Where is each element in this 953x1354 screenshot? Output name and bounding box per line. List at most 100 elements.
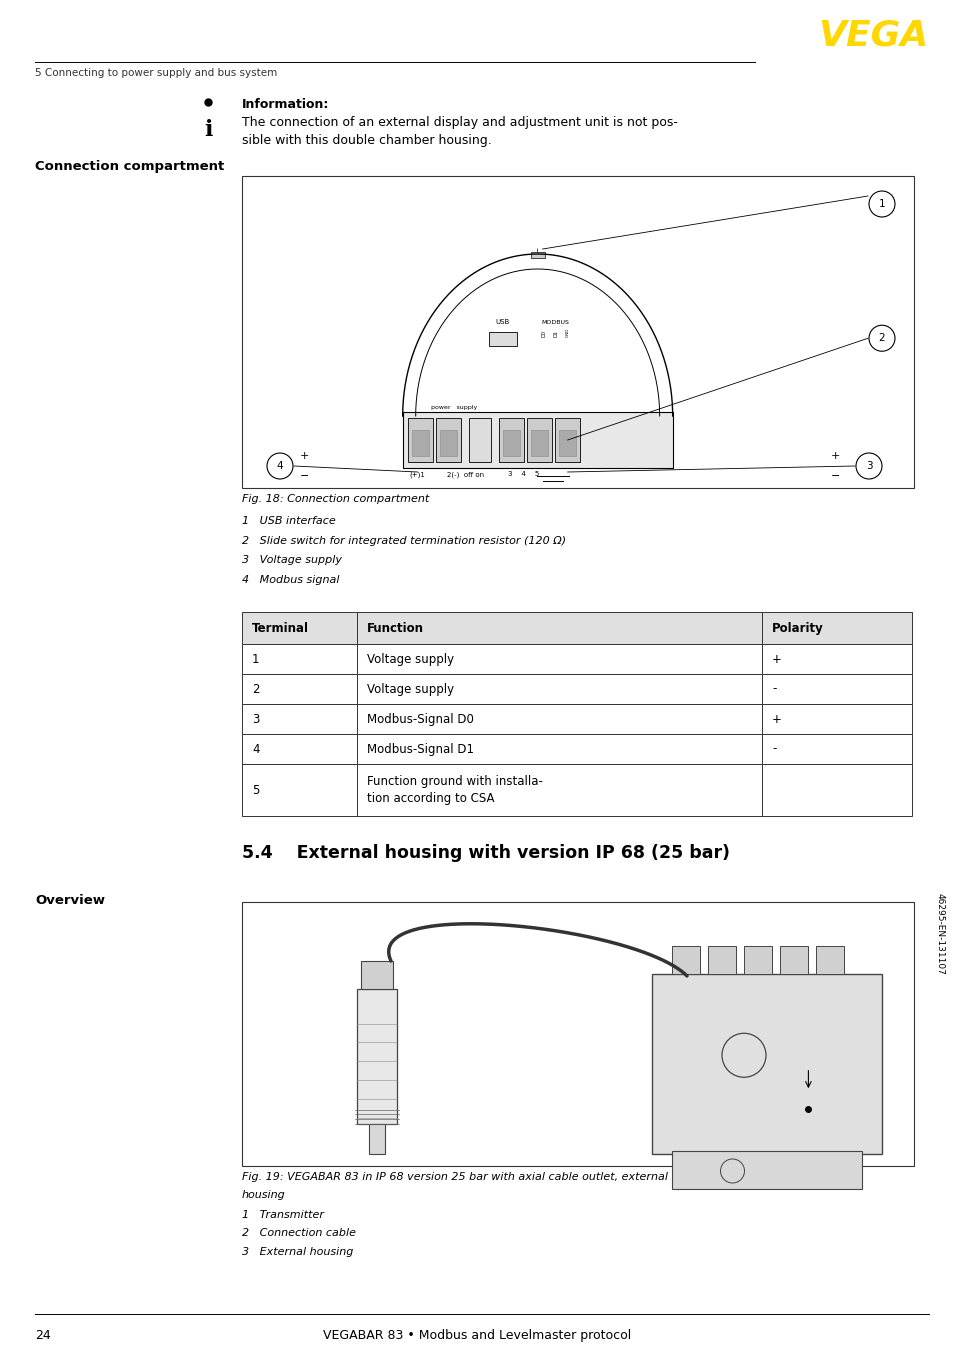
Bar [412, 431, 428, 456]
Bar [468, 418, 490, 462]
Bar [369, 1124, 385, 1154]
Text: 46295-EN-131107: 46295-EN-131107 [935, 894, 943, 975]
Bar [356, 645, 761, 674]
Text: Connection compartment: Connection compartment [35, 160, 224, 173]
Bar [356, 674, 761, 704]
Text: 5 Connecting to power supply and bus system: 5 Connecting to power supply and bus sys… [35, 68, 277, 79]
Text: 4: 4 [252, 742, 259, 756]
Text: i: i [204, 119, 212, 141]
Bar [780, 946, 807, 975]
Text: −: − [299, 471, 309, 481]
Bar [242, 902, 913, 1166]
Bar [743, 946, 771, 975]
Bar [407, 418, 433, 462]
Bar [242, 704, 356, 734]
Text: +: + [771, 712, 781, 726]
Text: 4   Modbus signal: 4 Modbus signal [242, 574, 339, 585]
Text: 2: 2 [878, 333, 884, 344]
Text: 3    4    5: 3 4 5 [507, 471, 538, 477]
Bar [242, 764, 356, 816]
Bar [356, 764, 761, 816]
Text: 4: 4 [276, 460, 283, 471]
Bar [530, 431, 547, 456]
Text: 3   External housing: 3 External housing [242, 1247, 353, 1257]
Bar [761, 734, 911, 764]
Bar [651, 975, 882, 1154]
Bar [242, 176, 913, 487]
Text: VEGABAR 83 • Modbus and Levelmaster protocol: VEGABAR 83 • Modbus and Levelmaster prot… [322, 1330, 631, 1342]
Text: Polarity: Polarity [771, 621, 822, 635]
Bar [356, 704, 761, 734]
Text: 2   Connection cable: 2 Connection cable [242, 1228, 355, 1239]
Text: −: − [830, 471, 840, 481]
Bar [761, 764, 911, 816]
Text: Modbus-Signal D1: Modbus-Signal D1 [367, 742, 474, 756]
Bar [402, 412, 672, 468]
Bar [356, 734, 761, 764]
Bar [242, 612, 356, 645]
Text: Information:: Information: [242, 97, 329, 111]
Text: power   supply: power supply [430, 405, 476, 410]
Bar [242, 645, 356, 674]
Text: +: + [299, 451, 309, 460]
Text: 1   Transmitter: 1 Transmitter [242, 1210, 324, 1220]
Bar [356, 988, 396, 1124]
Text: Fig. 19: VEGABAR 83 in IP 68 version 25 bar with axial cable outlet, external: Fig. 19: VEGABAR 83 in IP 68 version 25 … [242, 1173, 667, 1182]
Text: Voltage supply: Voltage supply [367, 682, 454, 696]
Bar [526, 418, 551, 462]
Text: 5.4    External housing with version IP 68 (25 bar): 5.4 External housing with version IP 68 … [242, 844, 729, 862]
Text: +: + [830, 451, 840, 460]
Bar [488, 332, 517, 345]
Text: USB: USB [495, 318, 509, 325]
Text: D1: D1 [553, 330, 558, 337]
Bar [761, 645, 911, 674]
Text: GND: GND [565, 328, 569, 337]
Bar [242, 734, 356, 764]
Text: VEGA: VEGA [818, 18, 928, 51]
Text: MODBUS: MODBUS [541, 320, 569, 325]
Text: 2(-)  off on: 2(-) off on [446, 471, 483, 478]
Bar [436, 418, 460, 462]
Bar [707, 946, 735, 975]
Text: -: - [771, 742, 776, 756]
Bar [498, 418, 523, 462]
Bar [761, 674, 911, 704]
Bar [439, 431, 456, 456]
Text: 1: 1 [878, 199, 884, 209]
Bar [815, 946, 843, 975]
Bar [502, 431, 519, 456]
Text: Function: Function [367, 621, 423, 635]
Text: housing: housing [242, 1190, 286, 1200]
Text: The connection of an external display and adjustment unit is not pos-: The connection of an external display an… [242, 116, 678, 129]
Text: D0: D0 [540, 330, 546, 337]
Text: 3: 3 [252, 712, 259, 726]
Text: 3: 3 [864, 460, 871, 471]
Text: 2: 2 [252, 682, 259, 696]
Text: 24: 24 [35, 1330, 51, 1342]
Bar [671, 946, 700, 975]
Text: Function ground with installa-
tion according to CSA: Function ground with installa- tion acco… [367, 776, 542, 804]
Bar [761, 704, 911, 734]
Text: -: - [771, 682, 776, 696]
Text: Overview: Overview [35, 894, 105, 907]
Text: Terminal: Terminal [252, 621, 309, 635]
Text: Modbus-Signal D0: Modbus-Signal D0 [367, 712, 474, 726]
Text: 3   Voltage supply: 3 Voltage supply [242, 555, 341, 565]
Bar [761, 612, 911, 645]
Bar [558, 431, 575, 456]
Text: +: + [771, 653, 781, 666]
Text: 1: 1 [252, 653, 259, 666]
Bar [554, 418, 579, 462]
Text: (+)1: (+)1 [409, 471, 425, 478]
Bar [530, 252, 544, 259]
Text: Fig. 18: Connection compartment: Fig. 18: Connection compartment [242, 494, 429, 504]
Bar [360, 961, 393, 988]
Bar [242, 674, 356, 704]
Bar [356, 612, 761, 645]
Text: 1   USB interface: 1 USB interface [242, 516, 335, 525]
Text: 2   Slide switch for integrated termination resistor (120 Ω): 2 Slide switch for integrated terminatio… [242, 535, 565, 546]
Text: Voltage supply: Voltage supply [367, 653, 454, 666]
Text: 5: 5 [252, 784, 259, 796]
Bar [671, 1151, 862, 1189]
Text: sible with this double chamber housing.: sible with this double chamber housing. [242, 134, 491, 148]
